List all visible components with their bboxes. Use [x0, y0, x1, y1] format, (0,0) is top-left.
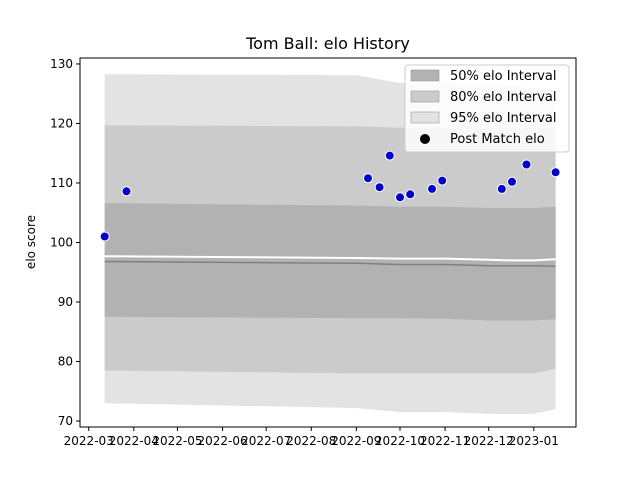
post-match-point	[374, 182, 385, 193]
x-tick-label: 2022-05	[152, 434, 202, 448]
y-tick-label: 130	[50, 57, 73, 71]
legend-swatch	[410, 69, 440, 82]
x-tick-label: 2022-09	[331, 434, 381, 448]
legend-label: 95% elo Interval	[450, 111, 557, 126]
x-tick-label: 2022-12	[464, 434, 514, 448]
legend-label: 50% elo Interval	[450, 69, 557, 84]
legend-swatch	[410, 111, 440, 124]
chart-title: Tom Ball: elo History	[245, 34, 410, 53]
post-match-point	[384, 150, 395, 161]
x-tick-label: 2022-11	[420, 434, 470, 448]
x-tick-label: 2023-01	[509, 434, 559, 448]
post-match-point	[521, 159, 532, 170]
post-match-point	[405, 189, 416, 200]
legend-marker	[420, 134, 430, 144]
y-axis-label: elo score	[24, 215, 38, 269]
post-match-point	[363, 173, 373, 184]
post-match-point	[437, 175, 448, 186]
mean-line	[104, 260, 556, 268]
y-tick-label: 70	[58, 414, 73, 428]
post-match-point	[496, 183, 507, 194]
plot-area	[99, 74, 561, 414]
post-match-point	[427, 183, 437, 194]
x-tick-label: 2022-07	[241, 434, 291, 448]
post-match-point	[121, 186, 132, 197]
y-tick-label: 80	[58, 355, 73, 369]
x-tick-label: 2022-03	[64, 434, 114, 448]
post-match-point	[99, 231, 110, 242]
median-line	[104, 255, 556, 262]
plot-frame	[79, 57, 577, 428]
y-tick-label: 100	[50, 236, 73, 250]
legend-box	[404, 64, 570, 153]
y-tick-label: 110	[50, 176, 73, 190]
x-tick-label: 2022-06	[197, 434, 247, 448]
post-match-point	[550, 167, 561, 178]
post-match-point	[507, 176, 517, 187]
y-axis: 70 80 90 100 110 120 130	[50, 57, 80, 428]
post-match-point	[395, 192, 405, 203]
x-axis: 2022-032022-042022-052022-062022-072022-…	[64, 427, 559, 448]
legend-swatch	[410, 90, 440, 103]
ci50-band	[104, 203, 556, 321]
y-tick-label: 120	[50, 116, 73, 130]
legend-label: Post Match elo	[450, 132, 545, 147]
x-tick-label: 2022-08	[286, 434, 336, 448]
x-tick-label: 2022-10	[375, 434, 425, 448]
legend: 50% elo Interval 80% elo Interval 95% elo …	[404, 64, 570, 153]
x-tick-label: 2022-04	[109, 434, 159, 448]
legend-label: 80% elo Interval	[450, 90, 557, 105]
y-tick-label: 90	[58, 295, 73, 309]
